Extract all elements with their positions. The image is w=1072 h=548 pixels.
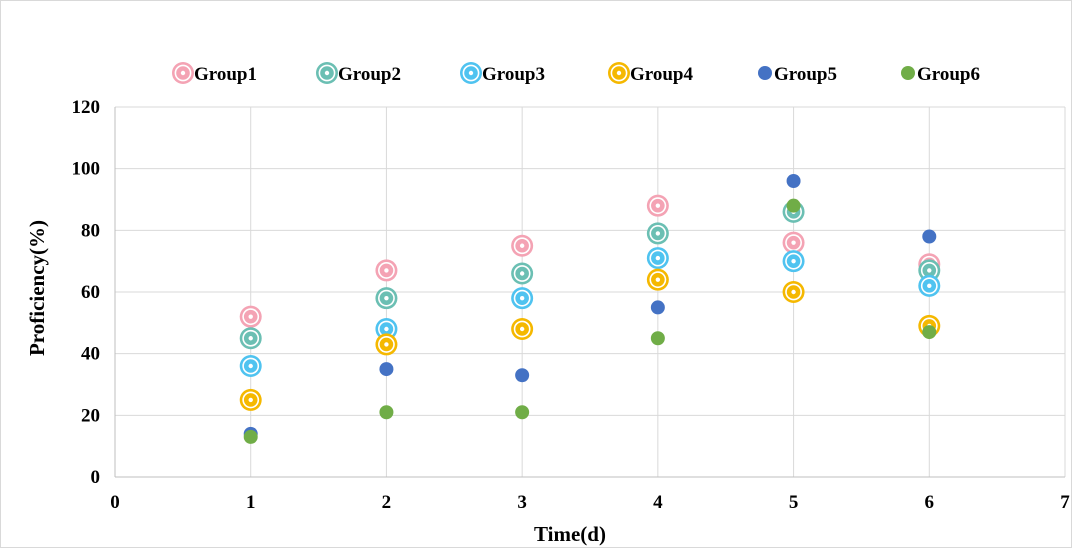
legend-label: Group5 [774,64,837,85]
data-point [922,229,937,244]
legend-item-group4: Group4 [608,62,694,85]
data-point [515,405,530,420]
data-point [646,222,669,245]
marker-group5 [515,368,530,383]
y-tick-label: 0 [91,467,101,488]
x-tick-label: 4 [653,492,663,513]
series-Group1 [239,194,941,328]
legend-item-group5: Group5 [758,64,837,85]
legend-marker-icon [901,66,915,80]
data-point [646,247,669,270]
data-point [239,388,262,411]
marker-group6 [243,429,258,444]
data-point [243,429,258,444]
data-point [922,325,937,340]
legend-label: Group1 [194,64,257,85]
marker-group6 [379,405,394,420]
data-point [646,268,669,291]
legend-item-group3: Group3 [460,62,545,85]
data-point [375,318,398,340]
legend-item-group1: Group1 [172,62,257,85]
legend-label: Group2 [338,64,401,85]
marker-group6 [650,331,665,346]
y-axis-title: Proficiency(%) [25,220,49,356]
data-point [782,250,805,273]
y-tick-label: 80 [81,220,100,241]
marker-group5 [379,362,394,377]
marker-group6 [786,198,801,213]
y-tick-label: 60 [81,282,100,303]
data-point [511,287,534,310]
data-point [375,287,398,310]
x-tick-label: 1 [246,492,256,513]
x-tick-label: 2 [382,492,392,513]
data-point [239,327,262,350]
y-tick-label: 120 [72,97,101,118]
data-point [918,274,941,297]
data-point [646,194,669,217]
data-point [511,234,534,257]
series-Group3 [239,247,941,377]
marker-group6 [922,325,937,340]
x-tick-label: 6 [925,492,935,513]
data-point [239,355,262,377]
series-Group6 [243,198,937,444]
data-point [786,174,801,188]
marker-group5 [786,174,801,188]
marker-group5 [650,300,665,315]
x-axis-title: Time(d) [534,522,606,546]
data-point [379,405,394,420]
data-point [511,262,534,285]
data-point [375,259,398,282]
marker-group6 [515,405,530,420]
legend-item-group6: Group6 [901,64,980,85]
data-point [239,305,262,328]
data-point [375,333,398,356]
legend-marker-icon [758,66,772,80]
data-point [379,362,394,377]
marker-group5 [922,229,937,244]
data-point [650,300,665,315]
legend-item-group2: Group2 [316,62,401,85]
data-points [239,174,941,444]
x-tick-label: 3 [517,492,527,513]
data-point [786,198,801,213]
y-tick-label: 100 [72,159,101,180]
series-Group4 [239,268,941,411]
legend-label: Group4 [630,64,694,85]
data-point [515,368,530,383]
data-point [782,281,805,303]
x-tick-label: 7 [1060,492,1070,513]
data-point [511,318,534,340]
legend-label: Group3 [482,64,545,85]
tick-labels: 0 20 40 60 80 100 120 0 1 2 3 4 5 6 7 [72,97,1071,513]
series-Group5 [243,174,937,441]
y-tick-label: 40 [81,344,100,365]
data-point [650,331,665,346]
y-tick-label: 20 [81,405,100,426]
data-point [918,259,941,282]
legend: Group1 Group2 Group3 Group4 Group5 Group6 [172,62,980,85]
x-tick-label: 5 [789,492,799,513]
x-tick-label: 0 [110,492,120,513]
data-point [782,231,805,254]
legend-label: Group6 [917,64,980,85]
